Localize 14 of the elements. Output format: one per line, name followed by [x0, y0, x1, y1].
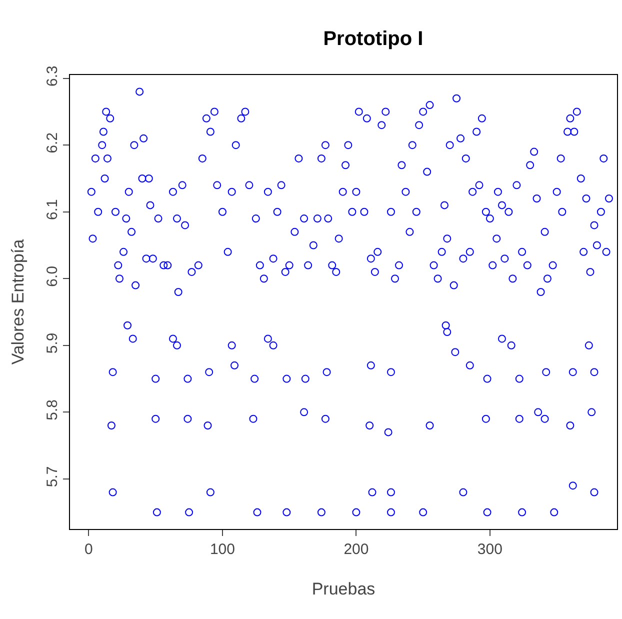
x-axis-title: Pruebas	[312, 579, 376, 598]
x-tick-label: 200	[344, 541, 369, 558]
y-tick-label: 6.1	[44, 199, 61, 220]
y-tick-label: 5.7	[44, 466, 61, 488]
y-tick-label: 6.2	[44, 132, 61, 154]
x-tick-label: 0	[84, 541, 93, 558]
y-axis-title: Valores Entropía	[8, 238, 28, 365]
chart-title: Prototipo I	[323, 28, 424, 50]
x-tick-label: 300	[477, 541, 502, 558]
y-tick-label: 6.3	[44, 66, 61, 87]
y-tick-label: 5.9	[44, 332, 61, 354]
y-tick-label: 6.0	[44, 266, 61, 287]
y-tick-label: 5.8	[44, 399, 61, 420]
x-tick-label: 100	[210, 541, 235, 558]
